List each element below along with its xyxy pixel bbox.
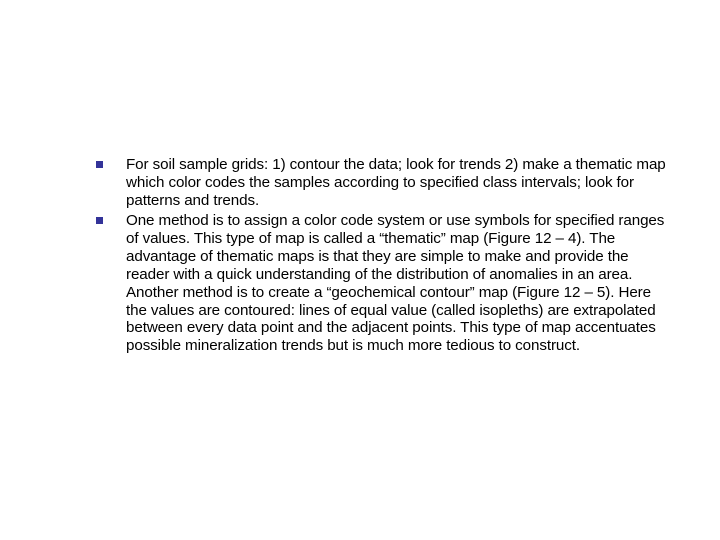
list-item: For soil sample grids: 1) contour the da… [88,156,670,210]
slide-container: For soil sample grids: 1) contour the da… [0,0,720,540]
bullet-list: For soil sample grids: 1) contour the da… [88,156,670,355]
bullet-square-icon [96,217,103,224]
bullet-text: One method is to assign a color code sys… [126,212,664,355]
list-item: One method is to assign a color code sys… [88,212,670,356]
bullet-square-icon [96,161,103,168]
bullet-text: For soil sample grids: 1) contour the da… [126,156,666,209]
